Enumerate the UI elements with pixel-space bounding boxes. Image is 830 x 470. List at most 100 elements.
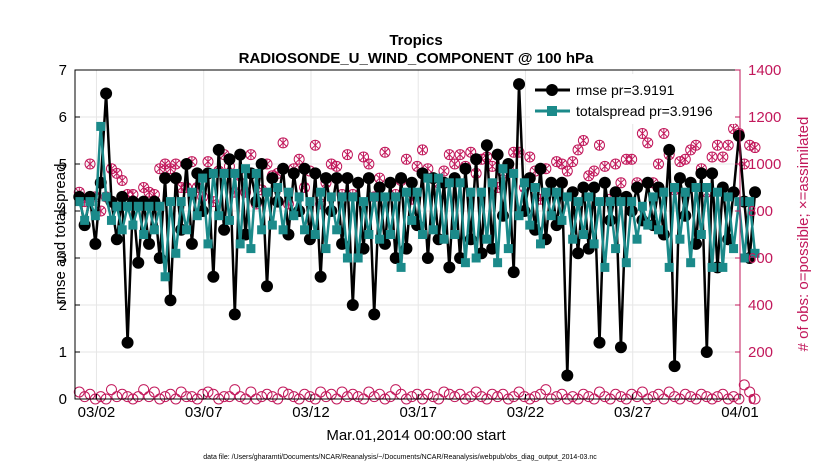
totalspread-point: [203, 239, 213, 249]
rmse-point: [534, 162, 547, 175]
obs-assimilated-marker: [589, 166, 599, 177]
rmse-point: [706, 167, 719, 180]
obs-assimilated-marker: [707, 151, 717, 162]
obs-possible-marker: [744, 386, 756, 398]
obs-possible-marker: [427, 391, 439, 403]
rmse-point: [513, 78, 526, 91]
obs-possible-marker: [320, 391, 332, 403]
rmse-point: [234, 148, 247, 161]
x-tick-label: 03/22: [507, 404, 545, 421]
totalspread-point: [348, 192, 358, 202]
obs-possible-marker: [288, 391, 300, 403]
totalspread-point: [637, 201, 647, 211]
totalspread-point: [396, 262, 406, 272]
totalspread-point: [525, 220, 535, 230]
obs-possible-marker: [202, 386, 214, 398]
rmse-point: [260, 280, 273, 293]
obs-possible-marker: [132, 391, 144, 403]
obs-possible-marker: [186, 391, 198, 403]
obs-assimilated-marker: [117, 175, 127, 186]
obs-possible-marker: [518, 391, 530, 403]
rmse-point: [384, 176, 397, 189]
totalspread-point: [509, 168, 519, 178]
axes: 0 1 2 3 4 5 6 7 0 200 400 600 800 1000 1200 1400 03/02 03…: [59, 62, 782, 421]
x-tick-label: 03/17: [399, 404, 437, 421]
obs-assimilated-marker: [246, 149, 256, 160]
rmse-point: [368, 308, 381, 321]
totalspread-point: [214, 211, 224, 221]
totalspread-point: [257, 225, 267, 235]
obs-possible-marker: [406, 391, 418, 403]
rmse-point: [389, 252, 402, 264]
totalspread-point: [96, 121, 106, 131]
obs-possible-marker: [95, 391, 107, 403]
totalspread-point: [139, 230, 149, 239]
rmse-point: [609, 186, 622, 199]
rmse-point: [266, 172, 279, 185]
totalspread-point: [144, 201, 154, 211]
rmse-point: [180, 158, 193, 170]
totalspread-point: [326, 192, 336, 202]
totalspread-point: [176, 197, 186, 207]
totalspread-point: [300, 225, 310, 235]
totalspread-point: [643, 220, 653, 230]
rmse-point: [561, 369, 574, 382]
legend-spread-label: totalspread pr=3.9196: [576, 103, 713, 119]
totalspread-point: [208, 168, 218, 178]
obs-assimilated-marker: [364, 159, 374, 169]
obs-assimilated-marker: [659, 128, 669, 139]
rmse-point: [673, 172, 686, 185]
totalspread-point: [418, 230, 428, 239]
totalspread-point: [627, 197, 637, 207]
rmse-point: [749, 186, 762, 199]
totalspread-point: [401, 187, 411, 197]
totalspread-point: [80, 215, 90, 225]
totalspread-point: [273, 183, 283, 192]
totalspread-point: [262, 187, 272, 197]
totalspread-point: [471, 253, 481, 263]
rmse-point: [470, 153, 483, 166]
totalspread-point: [235, 239, 245, 249]
totalspread-point: [305, 197, 315, 207]
y-tick-label-right: 600: [748, 250, 773, 267]
totalspread-point: [353, 253, 363, 263]
y-axis-label-right: # of obs: o=possible; ×=assimilated: [795, 117, 812, 352]
totalspread-point: [750, 248, 760, 258]
obs-possible-marker: [138, 384, 150, 396]
obs-possible-marker: [218, 391, 230, 403]
rmse-point: [143, 237, 156, 250]
totalspread-point: [675, 234, 685, 244]
totalspread-point: [621, 258, 631, 268]
obs-assimilated-marker: [310, 140, 320, 151]
totalspread-point: [568, 234, 578, 244]
legend-spread-marker: [547, 106, 557, 116]
rmse-point: [169, 172, 182, 185]
x-tick-label: 04/01: [721, 404, 759, 421]
y-tick-label-right: 800: [748, 203, 773, 220]
totalspread-point: [149, 225, 159, 235]
y-tick-label-left: 1: [59, 344, 67, 361]
totalspread-point: [594, 197, 604, 207]
rmse-point: [277, 162, 290, 175]
totalspread-point: [552, 187, 562, 197]
rmse-point: [588, 181, 601, 194]
legend-rmse-label: rmse pr=3.9191: [576, 82, 675, 98]
totalspread-point: [584, 192, 594, 202]
obs-assimilated-marker: [203, 156, 213, 167]
totalspread-point: [359, 197, 369, 207]
totalspread-point: [117, 225, 127, 235]
totalspread-point: [659, 187, 669, 197]
y-tick-label-left: 3: [59, 250, 67, 267]
totalspread-point: [573, 197, 583, 207]
y-tick-label-right: 1400: [748, 62, 781, 79]
totalspread-point: [455, 178, 465, 188]
totalspread-point: [434, 173, 444, 183]
rmse-point: [577, 181, 590, 194]
rmse-point: [593, 336, 606, 349]
totalspread-point: [198, 173, 208, 183]
totalspread-point: [616, 197, 626, 207]
totalspread-point: [316, 187, 326, 197]
totalspread-point: [562, 192, 572, 202]
rmse-point: [330, 172, 343, 185]
totalspread-point: [165, 197, 175, 207]
